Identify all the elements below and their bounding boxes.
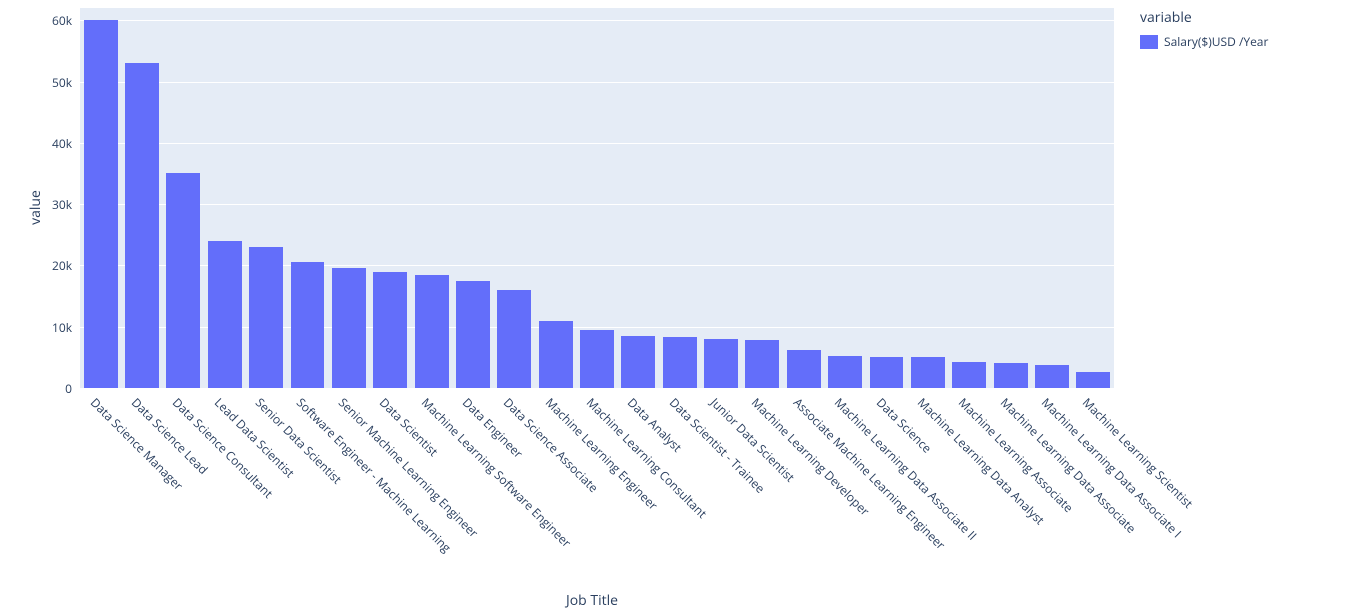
y-tick-label: 0 [32, 380, 72, 397]
y-gridline [80, 143, 1114, 144]
y-gridline [80, 204, 1114, 205]
bar[interactable] [497, 290, 531, 388]
bar[interactable] [84, 20, 118, 388]
y-tick-label: 10k [32, 319, 72, 336]
bar[interactable] [911, 357, 945, 388]
bar[interactable] [125, 63, 159, 388]
bar[interactable] [1076, 372, 1110, 388]
y-tick-label: 40k [32, 135, 72, 152]
x-tick-label: Machine Learning Software Engineer [418, 394, 575, 551]
legend-item-label: Salary($)USD /Year [1164, 33, 1268, 50]
bar[interactable] [166, 173, 200, 388]
legend-title: variable [1140, 8, 1268, 27]
bar[interactable] [704, 339, 738, 388]
bar[interactable] [373, 272, 407, 388]
legend: variable Salary($)USD /Year [1140, 8, 1268, 50]
bar[interactable] [332, 268, 366, 388]
y-gridline [80, 20, 1114, 21]
bar[interactable] [291, 262, 325, 388]
bar[interactable] [415, 275, 449, 388]
bar[interactable] [621, 336, 655, 388]
chart-container: value Job Title 010k20k30k40k50k60kData … [0, 0, 1346, 611]
y-tick-label: 30k [32, 196, 72, 213]
plot-region: value Job Title 010k20k30k40k50k60kData … [0, 0, 1346, 611]
bar[interactable] [952, 362, 986, 388]
bar[interactable] [994, 363, 1028, 388]
bar[interactable] [249, 247, 283, 388]
bar[interactable] [208, 241, 242, 388]
bar[interactable] [539, 321, 573, 388]
y-tick-label: 60k [32, 12, 72, 29]
bar[interactable] [870, 357, 904, 388]
y-gridline [80, 388, 1114, 389]
y-tick-label: 20k [32, 257, 72, 274]
y-gridline [80, 82, 1114, 83]
bar[interactable] [828, 356, 862, 388]
bar[interactable] [1035, 365, 1069, 388]
bar[interactable] [580, 330, 614, 388]
legend-swatch [1140, 35, 1158, 49]
y-tick-label: 50k [32, 74, 72, 91]
bar[interactable] [745, 340, 779, 388]
bar[interactable] [456, 281, 490, 388]
bar[interactable] [787, 350, 821, 388]
x-axis-title: Job Title [566, 591, 618, 610]
legend-item[interactable]: Salary($)USD /Year [1140, 33, 1268, 50]
bar[interactable] [663, 337, 697, 388]
